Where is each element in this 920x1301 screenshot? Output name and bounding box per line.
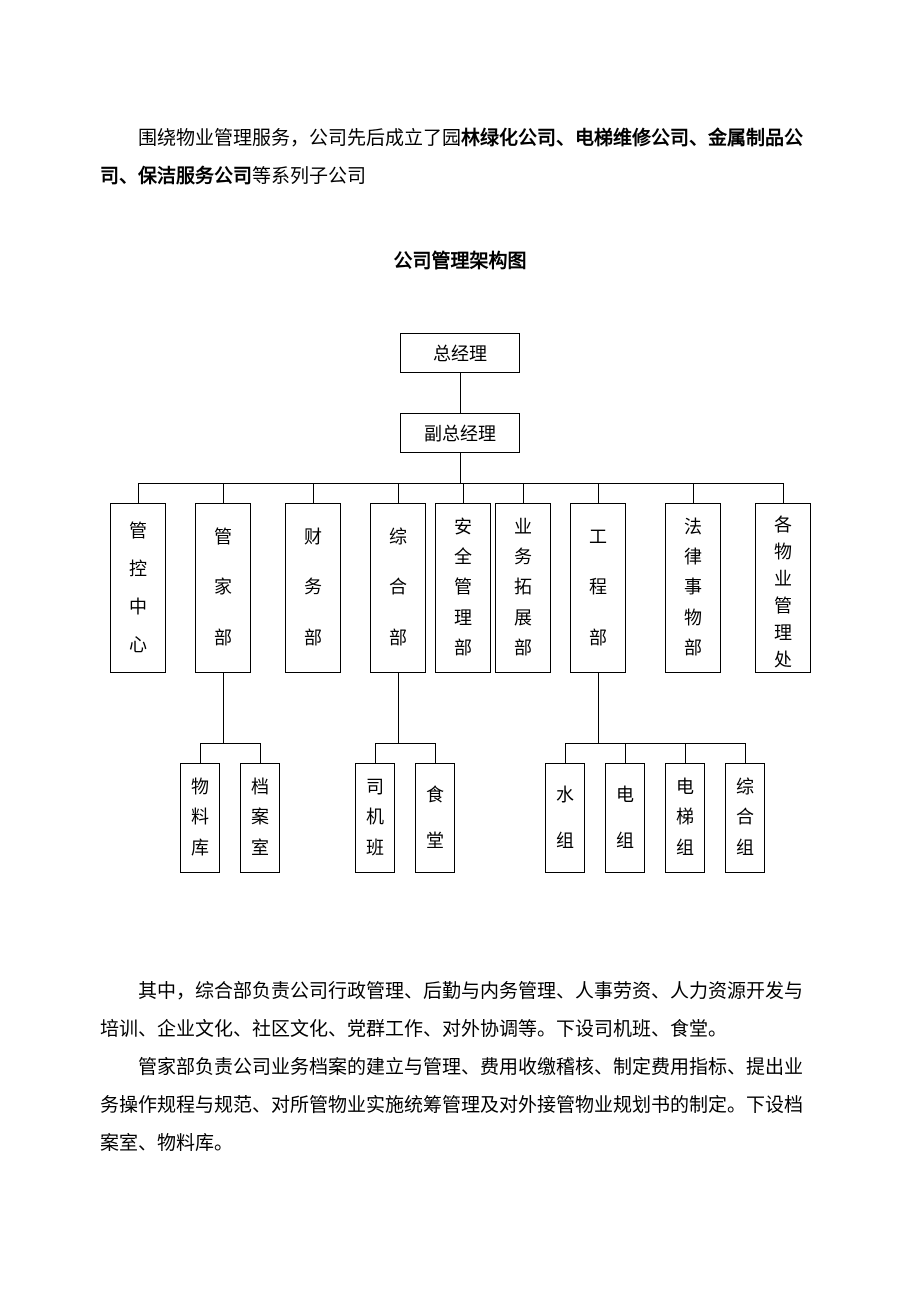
connector-line (598, 483, 599, 503)
org-chart: 总经理副总经理管控中心管家部财务部综合部安全管理部业务拓展部工程部法律事物部各物… (100, 333, 820, 933)
intro-post: 等系列子公司 (252, 166, 366, 187)
connector-line (565, 743, 745, 744)
connector-line (223, 483, 224, 503)
intro-pre: 围绕物业管理服务，公司先后成立了园 (138, 128, 461, 149)
connector-line (398, 483, 399, 503)
connector-line (313, 483, 314, 503)
connector-line (565, 743, 566, 763)
paragraph-2: 其中，综合部负责公司行政管理、后勤与内务管理、人事劳资、人力资源开发与培训、企业… (100, 973, 820, 1049)
connector-line (625, 743, 626, 763)
connector-line (745, 743, 746, 763)
chart-title: 公司管理架构图 (100, 246, 820, 273)
connector-line (685, 743, 686, 763)
connector-line (693, 483, 694, 503)
connector-line (375, 743, 376, 763)
connector-line (200, 743, 201, 763)
connector-line (200, 743, 260, 744)
dept-node-8: 各物业管理处 (755, 503, 811, 673)
connector-line (223, 673, 224, 743)
connector-line (138, 483, 783, 484)
node-gm: 总经理 (400, 333, 520, 373)
connector-line (783, 483, 784, 503)
connector-line (460, 453, 461, 483)
sub-node-6-1: 电组 (605, 763, 645, 873)
connector-line (460, 373, 461, 413)
dept-node-6: 工程部 (570, 503, 626, 673)
sub-node-6-0: 水组 (545, 763, 585, 873)
sub-node-6-2: 电梯组 (665, 763, 705, 873)
sub-node-3-0: 司机班 (355, 763, 395, 873)
connector-line (138, 483, 139, 503)
connector-line (523, 483, 524, 503)
connector-line (375, 743, 435, 744)
sub-node-1-0: 物料库 (180, 763, 220, 873)
dept-node-0: 管控中心 (110, 503, 166, 673)
paragraph-3: 管家部负责公司业务档案的建立与管理、费用收缴稽核、制定费用指标、提出业务操作规程… (100, 1049, 820, 1163)
sub-node-6-3: 综合组 (725, 763, 765, 873)
dept-node-1: 管家部 (195, 503, 251, 673)
dept-node-5: 业务拓展部 (495, 503, 551, 673)
intro-paragraph: 围绕物业管理服务，公司先后成立了园林绿化公司、电梯维修公司、金属制品公司、保洁服… (100, 120, 820, 196)
sub-node-1-1: 档案室 (240, 763, 280, 873)
connector-line (398, 673, 399, 743)
connector-line (463, 483, 464, 503)
node-deputy-gm: 副总经理 (400, 413, 520, 453)
dept-node-3: 综合部 (370, 503, 426, 673)
connector-line (435, 743, 436, 763)
sub-node-3-1: 食堂 (415, 763, 455, 873)
connector-line (260, 743, 261, 763)
connector-line (598, 673, 599, 743)
dept-node-4: 安全管理部 (435, 503, 491, 673)
dept-node-7: 法律事物部 (665, 503, 721, 673)
dept-node-2: 财务部 (285, 503, 341, 673)
